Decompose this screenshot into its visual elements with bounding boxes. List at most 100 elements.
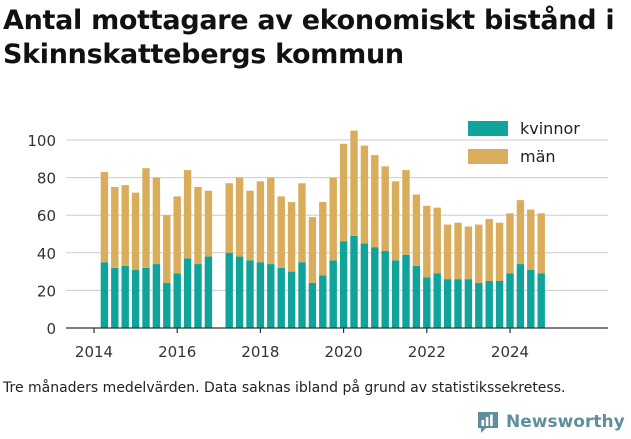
x-tick-label: 2018	[241, 343, 279, 361]
bar-man	[423, 205, 431, 278]
bar-kvinnor	[433, 273, 441, 328]
bar-kvinnor	[152, 264, 161, 328]
bar-man	[485, 218, 493, 281]
bar-kvinnor	[111, 267, 119, 328]
footnote: Tre månaders medelvärden. Data saknas ib…	[3, 380, 566, 396]
bar-man	[360, 145, 369, 244]
bar-kvinnor	[537, 273, 545, 328]
bar-kvinnor	[142, 267, 150, 328]
bar-man	[287, 202, 296, 272]
y-tick-label: 80	[37, 170, 56, 188]
bar-man	[131, 192, 140, 270]
bar-man	[412, 194, 421, 266]
bar-kvinnor	[308, 282, 317, 328]
bar-kvinnor	[506, 273, 514, 328]
brand-name: Newsworthy	[506, 412, 625, 432]
legend-label: kvinnor	[520, 119, 580, 138]
chart-title: Antal mottagare av ekonomiskt bistånd i …	[3, 5, 615, 70]
bar-kvinnor	[277, 267, 285, 328]
bar-man	[256, 181, 265, 263]
bar-kvinnor	[183, 258, 192, 328]
bar-man	[111, 187, 119, 268]
bar-man	[381, 166, 389, 251]
bar-kvinnor	[204, 256, 213, 328]
bar-man	[339, 143, 348, 242]
bars	[100, 130, 545, 328]
newsworthy-logo-icon	[478, 412, 498, 433]
bar-kvinnor	[121, 265, 129, 328]
bar-kvinnor	[402, 254, 410, 328]
bar-kvinnor	[163, 282, 171, 328]
bar-kvinnor	[339, 241, 348, 328]
bar-kvinnor	[485, 281, 493, 328]
bar-man	[163, 215, 171, 283]
bar-man	[235, 177, 244, 257]
bar-man	[267, 177, 275, 265]
bar-man	[371, 155, 379, 248]
bar-man	[527, 209, 535, 270]
bar-man	[204, 190, 213, 257]
bar-kvinnor	[412, 265, 421, 328]
bar-kvinnor	[443, 279, 452, 328]
bar-kvinnor	[464, 279, 473, 328]
x-tick-label: 2024	[491, 343, 529, 361]
bar-kvinnor	[246, 260, 254, 328]
bar-kvinnor	[173, 273, 181, 328]
bar-kvinnor	[516, 264, 525, 328]
bar-man	[183, 170, 192, 259]
legend-swatch	[468, 149, 508, 164]
legend-label: män	[520, 147, 556, 166]
legend-swatch	[468, 121, 508, 136]
x-tick-label: 2020	[325, 343, 363, 361]
bar-man	[142, 168, 150, 268]
bar-kvinnor	[267, 264, 275, 328]
stacked-bar-chart: 0 20 40 60 80 100 2014 2016 2018 2020 2022 2024 kv…	[27, 119, 608, 361]
bar-kvinnor	[256, 262, 265, 328]
bar-man	[100, 171, 109, 263]
bar-man	[152, 177, 161, 265]
x-tick-label: 2016	[158, 343, 196, 361]
bar-kvinnor	[329, 260, 337, 328]
x-axis: 2014 2016 2018 2020 2022 2024	[66, 327, 608, 361]
bar-kvinnor	[225, 252, 233, 328]
y-tick-label: 100	[27, 132, 56, 150]
bar-man	[329, 177, 337, 261]
y-tick-label: 60	[37, 207, 56, 225]
bar-kvinnor	[287, 271, 296, 328]
bar-man	[433, 207, 441, 274]
bar-man	[454, 222, 462, 280]
bar-kvinnor	[381, 250, 389, 328]
bar-kvinnor	[454, 279, 462, 328]
y-tick-label: 40	[37, 245, 56, 263]
bar-kvinnor	[298, 262, 306, 328]
bar-man	[537, 213, 545, 274]
bar-man	[350, 130, 358, 236]
brand-logo: Newsworthy	[476, 409, 625, 435]
bar-kvinnor	[527, 269, 535, 328]
bar-man	[246, 190, 254, 261]
bar-man	[225, 183, 233, 253]
bar-man	[506, 213, 514, 274]
bar-man	[402, 170, 410, 255]
bar-kvinnor	[423, 277, 431, 328]
bar-kvinnor	[391, 260, 400, 328]
bar-man	[298, 183, 306, 263]
bar-man	[475, 224, 483, 283]
bar-kvinnor	[235, 256, 244, 328]
bar-man	[194, 187, 202, 265]
bar-man	[516, 200, 525, 265]
x-tick-label: 2014	[75, 343, 113, 361]
bar-man	[121, 185, 129, 266]
bar-kvinnor	[194, 264, 202, 328]
bar-man	[277, 196, 285, 268]
bar-kvinnor	[131, 269, 140, 328]
y-tick-label: 0	[46, 320, 56, 338]
bar-kvinnor	[360, 243, 369, 328]
bar-kvinnor	[350, 235, 358, 328]
bar-man	[319, 202, 327, 276]
x-tick-label: 2022	[408, 343, 446, 361]
bar-kvinnor	[495, 281, 504, 328]
bar-man	[308, 217, 317, 283]
legend: kvinnor män	[468, 119, 580, 166]
y-axis-tick-labels: 0 20 40 60 80 100	[27, 132, 56, 338]
